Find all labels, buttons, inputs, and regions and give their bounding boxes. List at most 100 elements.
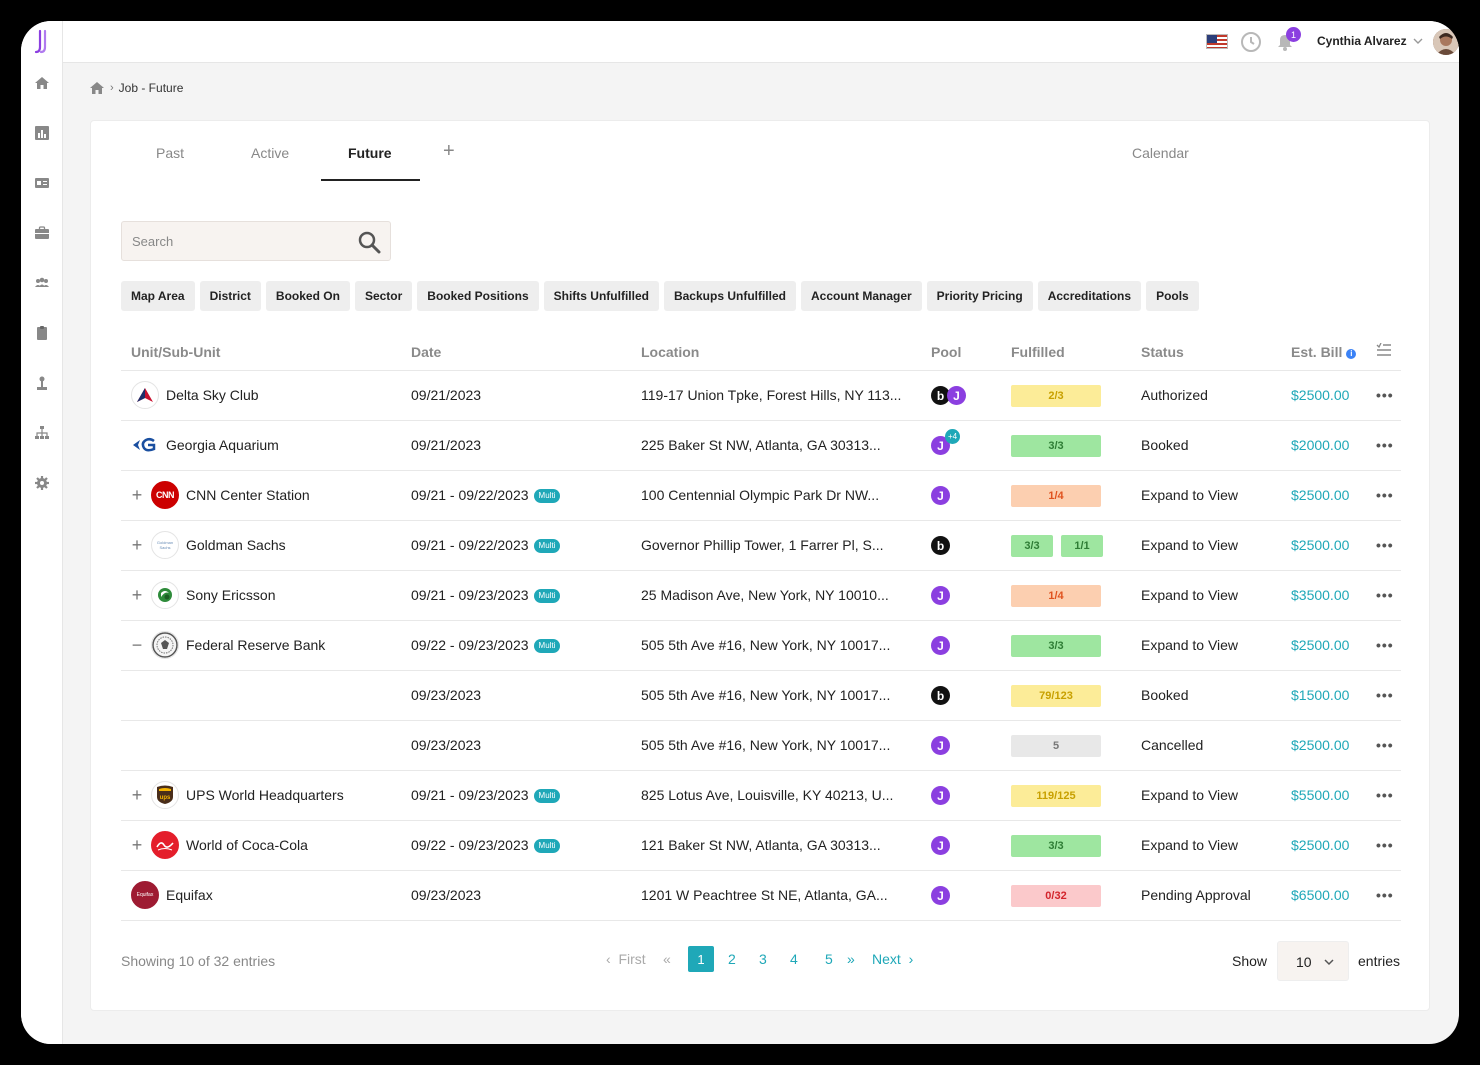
filter-district[interactable]: District bbox=[199, 281, 261, 311]
settings-gear-icon[interactable] bbox=[32, 473, 52, 493]
est-bill[interactable]: $2000.00 bbox=[1291, 437, 1350, 453]
expand-row-icon[interactable]: + bbox=[131, 835, 143, 855]
tab-active[interactable]: Active bbox=[251, 145, 290, 161]
table-row[interactable]: + ups UPS World Headquarters 09/21 - 09/… bbox=[121, 771, 1401, 821]
table-subrow[interactable]: 09/23/2023 505 5th Ave #16, New York, NY… bbox=[121, 721, 1401, 771]
more-options-icon[interactable]: ••• bbox=[1376, 587, 1394, 603]
pool-j-icon[interactable]: J bbox=[931, 486, 950, 505]
skip-forward-icon[interactable]: » bbox=[847, 951, 855, 967]
pool-b-icon[interactable]: b bbox=[931, 536, 950, 555]
header-est-bill[interactable]: Est. Bill i bbox=[1291, 344, 1357, 360]
header-unit[interactable]: Unit/Sub-Unit bbox=[131, 344, 221, 360]
award-icon[interactable] bbox=[32, 373, 52, 393]
first-page-link[interactable]: ‹ First bbox=[606, 951, 646, 967]
table-row[interactable]: − Federal Reserve Bank 09/22 - 09/23/202… bbox=[121, 621, 1401, 671]
previous-page-icon[interactable]: « bbox=[663, 951, 671, 967]
id-card-icon[interactable] bbox=[32, 173, 52, 193]
filter-map-area[interactable]: Map Area bbox=[121, 281, 195, 311]
chevron-down-icon[interactable] bbox=[1412, 35, 1424, 47]
user-name[interactable]: Cynthia Alvarez bbox=[1317, 34, 1407, 48]
expand-row-icon[interactable]: + bbox=[131, 485, 143, 505]
tab-calendar[interactable]: Calendar bbox=[1132, 145, 1189, 161]
filter-booked-positions[interactable]: Booked Positions bbox=[417, 281, 539, 311]
pool-j-icon[interactable]: J bbox=[947, 386, 966, 405]
table-row[interactable]: + Goldman Sachs Goldman Sachs 09/21 - 09… bbox=[121, 521, 1401, 571]
filter-priority-pricing[interactable]: Priority Pricing bbox=[926, 281, 1033, 311]
user-avatar[interactable] bbox=[1433, 29, 1459, 55]
header-pool[interactable]: Pool bbox=[931, 344, 962, 360]
more-options-icon[interactable]: ••• bbox=[1376, 687, 1394, 703]
more-options-icon[interactable]: ••• bbox=[1376, 387, 1394, 403]
info-icon[interactable]: i bbox=[1346, 349, 1357, 359]
collapse-row-icon[interactable]: − bbox=[131, 635, 143, 655]
est-bill[interactable]: $2500.00 bbox=[1291, 737, 1350, 753]
page-2-button[interactable]: 2 bbox=[728, 951, 736, 967]
filter-backups-unfulfilled[interactable]: Backups Unfulfilled bbox=[663, 281, 796, 311]
filter-sector[interactable]: Sector bbox=[354, 281, 413, 311]
table-row[interactable]: Equifax Equifax 09/23/2023 1201 W Peacht… bbox=[121, 871, 1401, 921]
pool-b-icon[interactable]: b bbox=[931, 386, 950, 405]
pool-b-icon[interactable]: b bbox=[931, 686, 950, 705]
more-options-icon[interactable]: ••• bbox=[1376, 487, 1394, 503]
filter-account-manager[interactable]: Account Manager bbox=[800, 281, 922, 311]
est-bill[interactable]: $5500.00 bbox=[1291, 787, 1350, 803]
home-icon[interactable] bbox=[32, 73, 52, 93]
clipboard-icon[interactable] bbox=[32, 323, 52, 343]
expand-row-icon[interactable]: + bbox=[131, 585, 143, 605]
more-options-icon[interactable]: ••• bbox=[1376, 537, 1394, 553]
header-fulfilled[interactable]: Fulfilled bbox=[1011, 344, 1065, 360]
clock-icon[interactable] bbox=[1240, 31, 1262, 53]
page-5-button[interactable]: 5 bbox=[825, 951, 833, 967]
pool-j-icon[interactable]: J bbox=[931, 736, 950, 755]
header-location[interactable]: Location bbox=[641, 344, 700, 360]
expand-row-icon[interactable]: + bbox=[131, 535, 143, 555]
pool-j-icon[interactable]: J bbox=[931, 586, 950, 605]
more-options-icon[interactable]: ••• bbox=[1376, 837, 1394, 853]
est-bill[interactable]: $6500.00 bbox=[1291, 887, 1350, 903]
filter-accreditations[interactable]: Accreditations bbox=[1037, 281, 1142, 311]
table-row[interactable]: + World of Coca-Cola 09/22 - 09/23/2023 M… bbox=[121, 821, 1401, 871]
next-page-link[interactable]: Next › bbox=[872, 951, 913, 967]
org-chart-icon[interactable] bbox=[32, 423, 52, 443]
more-options-icon[interactable]: ••• bbox=[1376, 887, 1394, 903]
more-options-icon[interactable]: ••• bbox=[1376, 787, 1394, 803]
home-icon[interactable] bbox=[90, 82, 104, 94]
tab-past[interactable]: Past bbox=[156, 145, 185, 161]
analytics-icon[interactable] bbox=[32, 123, 52, 143]
page-4-button[interactable]: 4 bbox=[790, 951, 798, 967]
briefcase-icon[interactable] bbox=[32, 223, 52, 243]
page-size-select[interactable]: 10 bbox=[1277, 941, 1349, 981]
filter-shifts-unfulfilled[interactable]: Shifts Unfulfilled bbox=[543, 281, 659, 311]
filter-pools[interactable]: Pools bbox=[1146, 281, 1199, 311]
pool-more-badge[interactable]: +4 bbox=[945, 429, 960, 444]
est-bill[interactable]: $2500.00 bbox=[1291, 537, 1350, 553]
header-status[interactable]: Status bbox=[1141, 344, 1184, 360]
pool-j-icon[interactable]: J bbox=[931, 636, 950, 655]
est-bill[interactable]: $3500.00 bbox=[1291, 587, 1350, 603]
page-3-button[interactable]: 3 bbox=[759, 951, 767, 967]
column-settings-icon[interactable] bbox=[1376, 343, 1392, 357]
pool-j-icon[interactable]: J bbox=[931, 886, 950, 905]
expand-row-icon[interactable]: + bbox=[131, 785, 143, 805]
search-input[interactable] bbox=[132, 222, 352, 260]
est-bill[interactable]: $2500.00 bbox=[1291, 837, 1350, 853]
table-row[interactable]: Delta Sky Club 09/21/2023 119-17 Union T… bbox=[121, 371, 1401, 421]
search-icon[interactable] bbox=[357, 230, 381, 254]
table-subrow[interactable]: 09/23/2023 505 5th Ave #16, New York, NY… bbox=[121, 671, 1401, 721]
team-icon[interactable] bbox=[32, 273, 52, 293]
pool-j-icon[interactable]: J bbox=[931, 836, 950, 855]
pool-j-icon[interactable]: J bbox=[931, 436, 950, 455]
table-row[interactable]: + Sony Ericsson 09/21 - 09/23/2023 Multi … bbox=[121, 571, 1401, 621]
filter-booked-on[interactable]: Booked On bbox=[265, 281, 350, 311]
tab-future[interactable]: Future bbox=[348, 145, 392, 161]
est-bill[interactable]: $2500.00 bbox=[1291, 637, 1350, 653]
pool-j-icon[interactable]: J bbox=[931, 786, 950, 805]
est-bill[interactable]: $1500.00 bbox=[1291, 687, 1350, 703]
page-1-button[interactable]: 1 bbox=[688, 946, 714, 972]
header-date[interactable]: Date bbox=[411, 344, 442, 360]
add-tab-button[interactable]: + bbox=[443, 140, 455, 162]
table-row[interactable]: Georgia Aquarium 09/21/2023 225 Baker St… bbox=[121, 421, 1401, 471]
us-flag-icon[interactable] bbox=[1206, 34, 1228, 49]
more-options-icon[interactable]: ••• bbox=[1376, 737, 1394, 753]
more-options-icon[interactable]: ••• bbox=[1376, 637, 1394, 653]
